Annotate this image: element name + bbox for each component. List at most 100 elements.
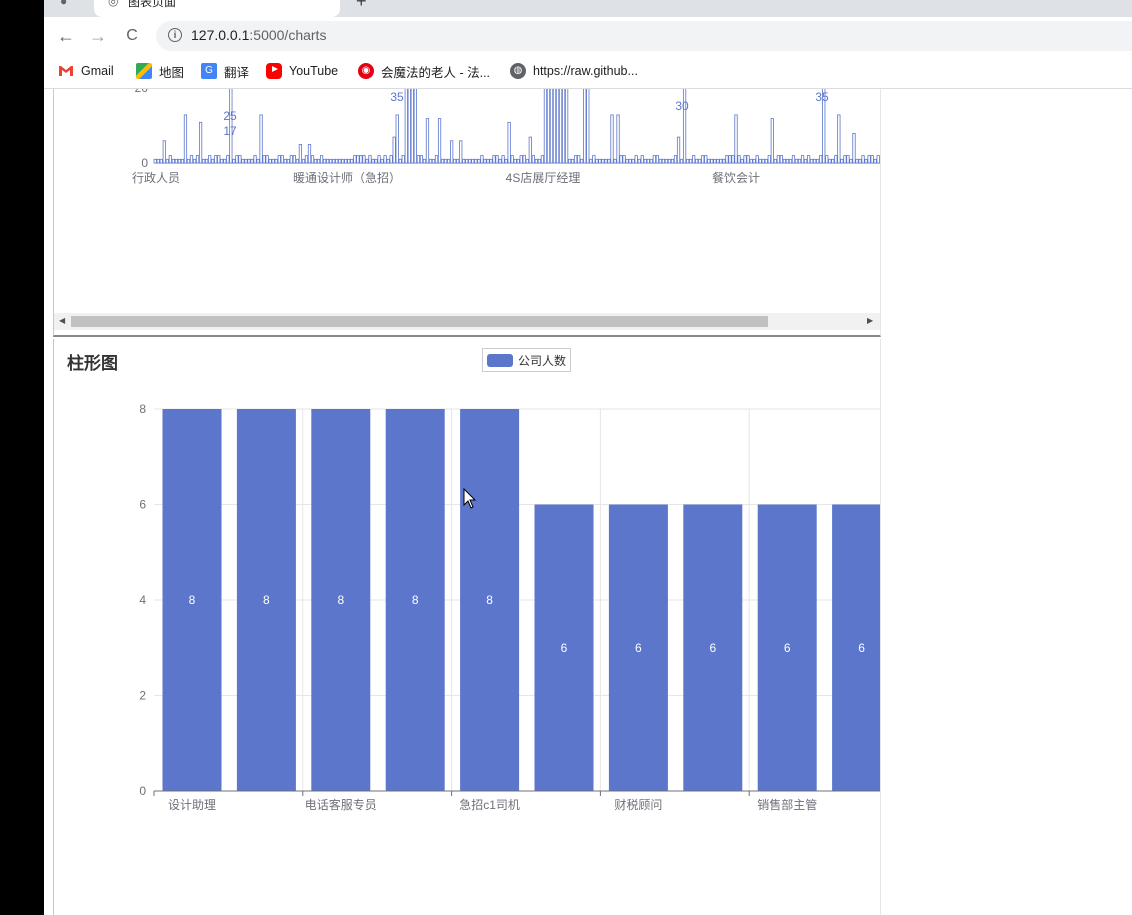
youtube-icon [266,63,282,79]
dense-bar [716,158,720,164]
dense-bar [401,155,405,164]
scroll-left-arrow-icon[interactable]: ◀ [59,316,66,325]
dense-bar [504,158,508,164]
bar-value-label: 8 [337,593,344,607]
dense-bar [568,158,572,164]
dense-bar [870,155,874,164]
dense-bar [465,158,469,164]
dense-bar [507,121,511,164]
dense-bar [205,158,209,164]
dense-bar [810,158,814,164]
y-axis-ticks: 0 2 4 6 8 [139,402,146,798]
dense-bar [758,158,762,164]
url-text[interactable]: 127.0.0.1:5000/charts [191,27,327,43]
dense-bar [746,155,750,164]
inactive-tab-icon[interactable]: ● [60,0,68,8]
dense-bar [201,158,206,164]
globe-icon: ◍ [510,63,526,79]
dense-bar [803,158,808,164]
chart-legend[interactable]: 公司人数 [482,348,572,372]
globe-icon: ◎ [108,0,119,8]
dense-bar [788,158,793,164]
bar-chart: 8 8 8 8 8 6 6 6 6 6 0 2 4 6 8 设计助理 电话客服专员 急招c1司机 财税顾问 销售部… [139,402,880,812]
dense-bar [256,158,260,164]
dense-bar [253,155,257,164]
dense-bar [174,158,179,164]
info-icon[interactable]: i [168,28,182,42]
dense-bar [280,155,284,164]
dense-bar [283,158,287,164]
dense-bar [371,158,375,164]
dense-bar [171,158,175,164]
scrollbar-thumb[interactable] [71,316,768,327]
bookmark-netease-music[interactable]: ◉ 会魔法的老人 - 法... [358,62,490,80]
dense-bar [489,158,493,164]
dense-bar [407,89,411,164]
bookmark-youtube[interactable]: YouTube [266,62,338,80]
bar [832,504,880,791]
dense-bar [453,158,457,164]
dense-bar [682,89,687,164]
dense-bar [840,158,844,164]
dense-bar [540,155,545,164]
dense-bar [601,158,605,164]
tab-title: 图表页面 [128,0,177,9]
dense-bar [571,158,575,164]
new-tab-button[interactable]: + [356,0,367,11]
dense-bar [676,136,681,164]
dense-bar [534,158,538,164]
dense-bar [422,158,427,164]
dense-bar [362,155,366,164]
dense-bar [855,158,859,164]
dense-bar [177,158,182,164]
bookmarks-bar: Gmail 地图 G 翻译 YouTube ◉ 会魔法的老人 - 法... ◍ … [44,55,1132,89]
peak-value-label: 25 [223,109,237,123]
dense-bar [338,158,342,164]
bar [683,504,743,791]
dense-bar [341,158,345,164]
forward-arrow-icon[interactable]: → [89,26,107,46]
bookmark-maps[interactable]: 地图 [136,62,184,80]
y-tick-label: 20 [135,89,149,95]
scroll-right-arrow-icon[interactable]: ▶ [867,316,874,325]
tab-charts[interactable]: ◎ 图表页面 [94,0,340,17]
x-tick-label: 暖通设计师（急招） [293,170,401,185]
dense-bar [347,158,351,164]
dense-bar [800,155,805,164]
dense-bar [586,89,590,164]
dense-bar [640,155,644,164]
x-tick-label: 电话客服专员 [305,797,377,812]
dense-bar [628,158,632,164]
bar-chart-panel: 柱形图 公司人数 8 8 8 8 8 6 6 6 6 6 0 2 4 6 8 设计助理 电话客服专员 急招c1… [53,339,881,915]
dense-bar [168,155,172,164]
y-tick-label: 0 [141,156,148,170]
dense-bar [235,155,239,164]
reload-icon[interactable]: C [126,27,138,44]
dense-bar [425,118,430,164]
dense-bar [262,155,266,164]
bookmark-raw-github[interactable]: ◍ https://raw.github... [510,62,638,80]
dense-bar [189,155,194,164]
dense-bar [655,155,659,164]
dense-bar [755,155,759,164]
bookmark-translate[interactable]: G 翻译 [201,62,249,80]
back-arrow-icon[interactable]: ← [57,26,75,46]
dense-bar [583,89,587,164]
address-bar[interactable]: i 127.0.0.1:5000/charts [156,21,1132,51]
dense-bar [447,158,451,164]
horizontal-scrollbar[interactable]: ◀ ▶ [54,313,880,330]
dense-bar [858,158,862,164]
dense-bar [410,89,414,164]
y-tick-label: 8 [139,402,146,416]
x-tick-label: 餐饮会计 [712,170,760,185]
dense-bar [322,158,327,164]
dense-bar [156,158,160,164]
dense-bar [434,155,439,164]
dense-bar [437,118,442,164]
bookmark-gmail[interactable]: Gmail [58,62,114,80]
dense-bar [673,155,678,164]
dense-bar [752,158,756,164]
dense-bar [561,89,566,164]
dense-bar [292,155,296,164]
dense-bar [692,155,696,164]
